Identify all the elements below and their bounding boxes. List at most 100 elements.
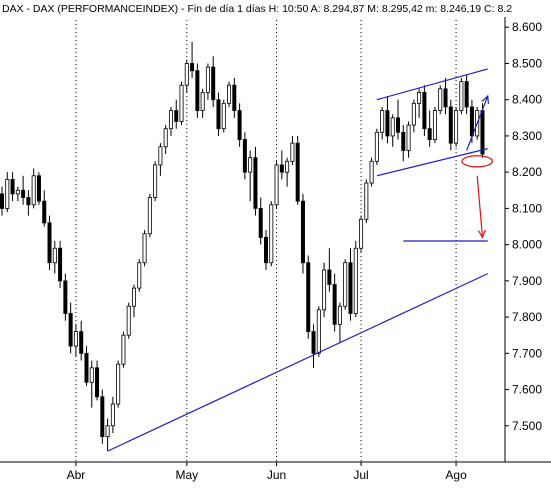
candle — [327, 248, 332, 292]
candle — [274, 161, 279, 209]
candle-body — [464, 81, 469, 108]
candle-body — [258, 207, 263, 238]
candle-body — [454, 110, 459, 144]
candle — [137, 259, 142, 292]
arrow-up — [466, 94, 489, 151]
candle — [79, 320, 84, 361]
candle-body — [306, 262, 311, 332]
candle — [158, 143, 163, 176]
x-tick-label: Jun — [267, 468, 286, 482]
candle-body — [137, 262, 142, 289]
candle-body — [221, 102, 226, 130]
candle-body — [36, 175, 41, 202]
candle-body — [348, 262, 353, 314]
candle-body — [211, 66, 216, 101]
candle — [63, 273, 68, 321]
y-tick-label: 8.400 — [512, 93, 542, 107]
trendline — [376, 68, 488, 101]
y-tick-label: 8.600 — [512, 20, 542, 34]
candle — [89, 360, 94, 408]
candle — [211, 56, 216, 107]
y-axis: 7.500 7.600 7.700 7.800 7.900 8.000 8.100 8.200… — [505, 20, 542, 433]
candle-body — [168, 110, 173, 130]
candle-body — [116, 363, 121, 405]
candle — [258, 197, 263, 245]
candle — [153, 161, 158, 202]
candle-body — [369, 160, 374, 184]
y-tick-label: 8.000 — [512, 238, 542, 252]
candle — [163, 125, 168, 155]
candle-body — [232, 84, 237, 111]
candle-body — [395, 117, 400, 133]
candle — [26, 190, 31, 216]
candle — [448, 99, 453, 151]
candle — [221, 99, 226, 133]
title-background — [0, 0, 551, 17]
candle-body — [285, 160, 290, 173]
arrow-down-head — [477, 229, 486, 239]
candle — [105, 418, 110, 452]
candle — [263, 230, 268, 270]
candle-body — [100, 396, 105, 438]
candle — [390, 114, 395, 147]
candle — [95, 360, 100, 401]
candles — [0, 41, 485, 452]
candle-body — [406, 124, 411, 151]
candle — [322, 262, 327, 318]
candle — [237, 103, 242, 147]
y-tick-label: 8.500 — [512, 56, 542, 70]
candle — [195, 63, 200, 118]
trendline — [107, 273, 489, 452]
candle-body — [248, 157, 253, 173]
y-tick-label: 7.900 — [512, 274, 542, 288]
candle — [73, 324, 78, 357]
y-tick-label: 8.300 — [512, 129, 542, 143]
candle — [100, 389, 105, 444]
candle — [0, 186, 4, 216]
candle — [395, 99, 400, 140]
candle — [432, 106, 437, 144]
candle-body — [126, 305, 131, 336]
candle — [332, 273, 337, 332]
candle — [15, 186, 20, 202]
candle — [5, 172, 10, 213]
candle-body — [411, 102, 416, 126]
arrow-down-shaft — [476, 175, 484, 238]
candle — [406, 121, 411, 158]
candle — [295, 135, 300, 205]
candle-body — [58, 247, 63, 282]
candle-body — [179, 84, 184, 122]
candle-body — [432, 110, 437, 140]
candle-body — [190, 63, 195, 72]
candle — [311, 324, 316, 368]
candle — [190, 41, 195, 78]
x-axis: Abr May Jun Jul Ago — [67, 462, 467, 482]
y-tick-label: 7.700 — [512, 346, 542, 360]
candle-body — [79, 331, 84, 354]
candle — [359, 215, 364, 252]
candle — [131, 284, 136, 318]
candle-body — [21, 189, 26, 198]
x-tick-label: Abr — [67, 468, 86, 482]
candle — [411, 99, 416, 133]
candle-body — [311, 331, 316, 354]
candle-body — [374, 131, 379, 162]
candle-body — [422, 92, 427, 130]
arrow-down — [476, 175, 486, 239]
candle-body — [63, 280, 68, 314]
candle-body — [0, 193, 4, 209]
candle-body — [5, 179, 10, 209]
highlight-ellipse — [461, 155, 494, 168]
candle-body — [295, 142, 300, 202]
candle-body — [316, 309, 321, 354]
candle-body — [459, 81, 464, 111]
candle — [248, 150, 253, 202]
candle — [385, 96, 390, 144]
candle — [290, 135, 295, 165]
candle — [200, 88, 205, 118]
candle-body — [322, 269, 327, 311]
candle-body — [401, 131, 406, 151]
candle — [401, 125, 406, 162]
